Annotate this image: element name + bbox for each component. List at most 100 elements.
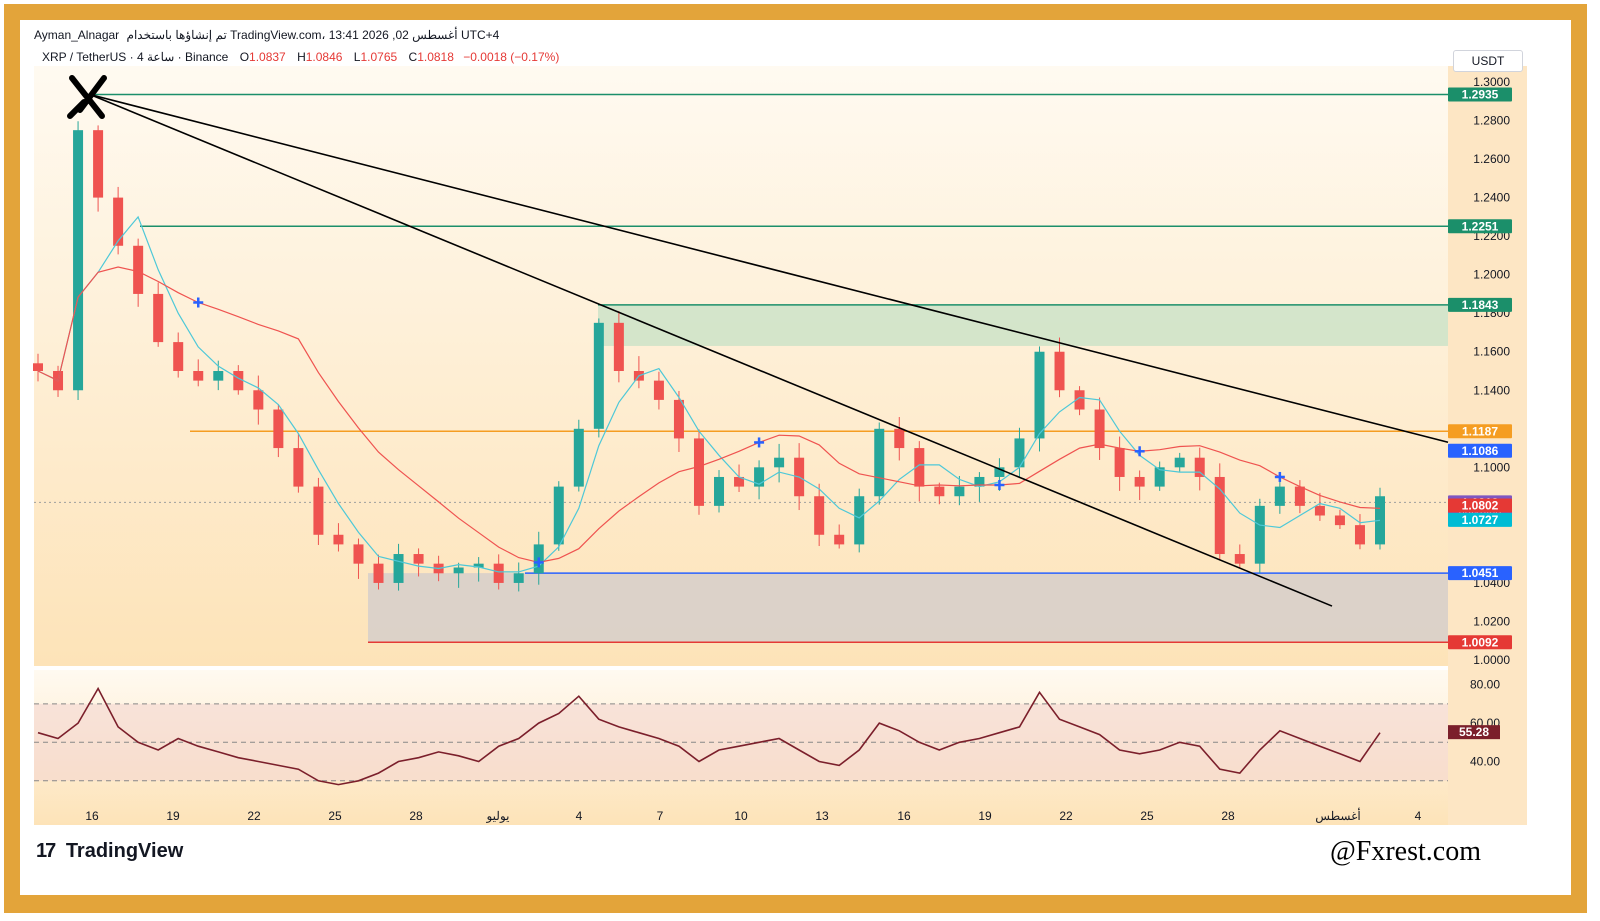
svg-text:1.2935: 1.2935 xyxy=(1462,88,1499,102)
candle xyxy=(133,238,144,307)
separator-dot: · xyxy=(177,50,182,64)
currency-unit-button[interactable]: USDT xyxy=(1453,50,1523,72)
x-tick-label: 4 xyxy=(1415,809,1422,823)
rsi-tick-label: 80.00 xyxy=(1470,678,1500,692)
svg-text:1.0092: 1.0092 xyxy=(1462,635,1499,649)
rsi-current-tag: 55.28 xyxy=(1448,725,1500,740)
price-tag: 1.0727 xyxy=(1448,512,1512,527)
tradingview-logo[interactable]: 17 TradingView xyxy=(36,840,183,863)
candle xyxy=(1194,447,1205,491)
candle xyxy=(373,554,384,590)
candle xyxy=(1214,463,1225,560)
candle xyxy=(774,443,785,483)
y-tick-label: 1.3000 xyxy=(1473,75,1510,89)
candle xyxy=(673,390,684,452)
candle xyxy=(914,441,925,502)
zone-1 xyxy=(368,573,1448,643)
svg-text:1.2251: 1.2251 xyxy=(1462,219,1499,233)
candle xyxy=(693,429,704,515)
y-tick-label: 1.1600 xyxy=(1473,345,1510,359)
candle xyxy=(894,417,905,461)
rsi-line xyxy=(37,686,1381,786)
candle xyxy=(734,464,745,492)
x-tick-label: يوليو xyxy=(485,809,509,823)
x-tick-label: 25 xyxy=(328,809,342,823)
candle xyxy=(393,543,404,591)
y-tick-label: 1.2000 xyxy=(1473,268,1510,282)
tv-logo-icon: 17 xyxy=(36,840,56,862)
candle xyxy=(1314,492,1325,521)
change-value: −0.0018 (−0.17%) xyxy=(463,50,560,64)
close-value: 1.0818 xyxy=(417,50,454,64)
candle xyxy=(573,419,584,492)
high-value: 1.0846 xyxy=(305,50,343,64)
y-tick-label: 1.1400 xyxy=(1473,383,1510,397)
candle xyxy=(233,365,244,395)
candle xyxy=(1014,427,1025,477)
candle xyxy=(1294,480,1305,514)
candle xyxy=(1134,470,1145,501)
candle xyxy=(253,375,264,425)
candle xyxy=(33,353,43,382)
candle xyxy=(153,282,164,347)
symbol-name[interactable]: XRP / TetherUS xyxy=(42,50,127,64)
candle xyxy=(73,121,84,400)
svg-text:1.0802: 1.0802 xyxy=(1462,498,1499,512)
x-tick-label: 4 xyxy=(576,809,583,823)
watermark-text: @Fxrest.com xyxy=(1330,836,1481,867)
level-price-tag: 1.1843 xyxy=(1448,297,1512,312)
trendline-lower xyxy=(89,93,1333,607)
candle xyxy=(273,404,284,458)
tv-brand-text: TradingView xyxy=(65,840,184,862)
candle xyxy=(854,488,865,553)
chart-panel: 1.3000 1.2800 1.2600 1.2400 1.2200 1.2000 1.18… xyxy=(20,20,1571,895)
level-price-tag: 1.0092 xyxy=(1448,635,1512,650)
candle xyxy=(453,562,464,588)
open-value: 1.0837 xyxy=(249,50,286,64)
level-price-tag: 1.2935 xyxy=(1448,87,1512,102)
candle xyxy=(553,481,564,551)
ma-fast-line xyxy=(37,215,1381,573)
candle xyxy=(193,359,204,387)
ma-slow-line xyxy=(37,266,1381,564)
level-price-tag: 1.2251 xyxy=(1448,219,1512,234)
price-tag: 1.0802 xyxy=(1448,498,1512,513)
x-tick-label: 28 xyxy=(1221,809,1235,823)
candle xyxy=(754,460,765,500)
svg-text:1.1187: 1.1187 xyxy=(1462,424,1498,438)
x-tick-label: 16 xyxy=(897,809,911,823)
candle xyxy=(313,477,324,545)
x-tick-label: 22 xyxy=(247,809,261,823)
x-tick-label: أغسطس xyxy=(1315,808,1360,823)
candle xyxy=(714,470,725,513)
y-tick-label: 1.2600 xyxy=(1473,152,1510,166)
x-tick-label: 28 xyxy=(409,809,423,823)
interval[interactable]: 4 ساعة xyxy=(136,50,175,64)
low-label: L xyxy=(353,50,361,64)
x-tick-label: 16 xyxy=(85,809,99,823)
rsi-tick-label: 40.00 xyxy=(1470,755,1500,769)
published-text: تم إنشاؤها باستخدام TradingView.com، 13:… xyxy=(126,28,500,42)
svg-text:1.0451: 1.0451 xyxy=(1462,566,1499,580)
y-tick-label: 1.0000 xyxy=(1473,653,1510,667)
candle xyxy=(293,433,304,493)
close-label: C xyxy=(408,50,418,64)
candle xyxy=(173,332,184,378)
candle xyxy=(1274,482,1285,514)
x-tick-label: 19 xyxy=(978,809,992,823)
price-chart: 1.30001.28001.26001.24001.22001.20001.18… xyxy=(33,66,1527,825)
symbol-line: XRP / TetherUS · 4 ساعة · Binance O1.083… xyxy=(42,50,559,64)
y-tick-label: 1.2800 xyxy=(1473,114,1510,128)
candle xyxy=(954,475,965,506)
svg-text:1.1086: 1.1086 xyxy=(1462,444,1499,458)
orange-frame: 1.3000 1.2800 1.2600 1.2400 1.2200 1.2000 1.18… xyxy=(4,4,1587,913)
trendline-upper xyxy=(89,93,1449,444)
candle xyxy=(593,318,604,438)
candle xyxy=(834,524,845,549)
candle xyxy=(1254,498,1265,574)
y-tick-label: 1.1000 xyxy=(1473,460,1510,474)
cross-marker xyxy=(533,557,544,568)
main-pane-background xyxy=(34,66,1448,666)
candle xyxy=(1094,397,1105,460)
x-tick-label: 19 xyxy=(166,809,180,823)
